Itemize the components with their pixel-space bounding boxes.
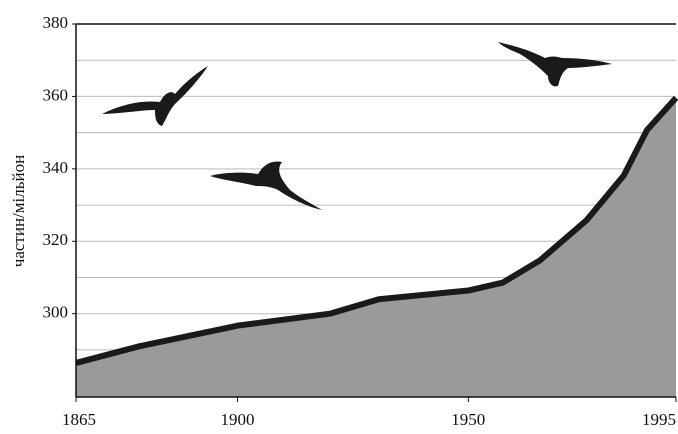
x-tick-label: 1900 [221,410,255,429]
bird-illustrations [102,42,612,210]
y-tick-label: 360 [43,85,69,104]
chart: частин/мільйон 300 320 340 360 380 1865 1900 19… [0,0,678,429]
y-tick-label: 320 [43,230,69,249]
y-tick-label: 340 [43,158,69,177]
y-axis-label: частин/мільйон [9,155,28,267]
y-tick-label: 380 [43,13,69,32]
x-tick-label: 1865 [62,410,96,429]
x-tick-label: 1995 [642,410,676,429]
area [76,98,676,397]
y-tick-label: 300 [43,303,69,322]
x-tick-label: 1950 [451,410,485,429]
